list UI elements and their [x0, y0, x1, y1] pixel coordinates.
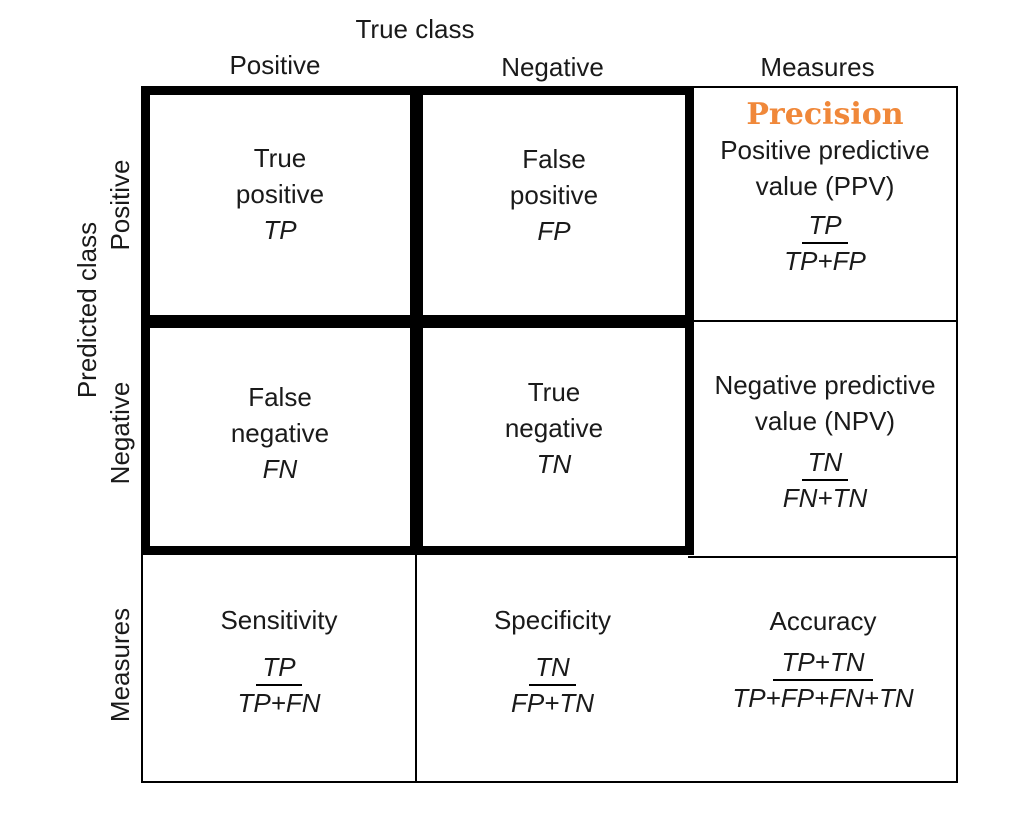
sensitivity-label: Sensitivity	[220, 605, 338, 635]
row-header-positive: Positive	[105, 159, 135, 251]
ppv-denominator: TP+FP	[784, 246, 866, 276]
accuracy-numerator: TP+TN	[773, 647, 873, 681]
cell-sensitivity: Sensitivity TP TP+FN	[143, 602, 415, 718]
sensitivity-formula: TP TP+FN	[237, 652, 320, 718]
specificity-denominator: FP+TN	[510, 688, 595, 718]
accuracy-formula: TP+TN TP+FP+FN+TN	[732, 647, 913, 713]
cell-false-positive: False positive FP	[423, 141, 685, 249]
grid-line-left-lower	[141, 550, 143, 783]
npv-formula: TN FN+TN	[783, 447, 868, 513]
sensitivity-denominator: TP+FN	[237, 688, 321, 718]
predicted-class-label: Predicted class	[72, 221, 102, 399]
cell-true-positive: True positive TP	[150, 140, 410, 248]
column-header-positive: Positive	[229, 50, 321, 80]
tp-line1: True	[253, 143, 307, 173]
row-header-negative: Negative	[105, 381, 135, 485]
grid-line-ppv-npv	[688, 320, 958, 322]
specificity-numerator: TN	[529, 652, 576, 686]
true-class-label: True class	[355, 14, 475, 44]
tp-abbr: TP	[263, 215, 297, 245]
fp-abbr: FP	[537, 216, 571, 246]
npv-denominator: FN+TN	[782, 483, 868, 513]
fn-line1: False	[248, 382, 312, 412]
accuracy-denominator: TP+FP+FN+TN	[732, 683, 914, 713]
fn-abbr: FN	[262, 454, 298, 484]
ppv-numerator: TP	[802, 210, 848, 244]
cell-specificity: Specificity TN FP+TN	[417, 602, 688, 718]
fn-line2: negative	[230, 418, 330, 448]
grid-line-measures-row	[688, 556, 958, 558]
column-header-negative: Negative	[501, 52, 604, 82]
accuracy-label: Accuracy	[769, 606, 877, 636]
cell-true-negative: True negative TN	[423, 374, 685, 482]
specificity-label: Specificity	[493, 605, 612, 635]
grid-line-right	[956, 86, 958, 783]
grid-line-top-right	[688, 86, 958, 88]
column-header-measures: Measures	[760, 52, 875, 82]
cell-npv: Negative predictive value (NPV) TN FN+TN	[694, 367, 956, 513]
tn-line2: negative	[504, 413, 604, 443]
grid-line-col2-lower	[415, 550, 417, 783]
precision-label: Precision	[746, 97, 904, 132]
row-header-measures: Measures	[105, 607, 135, 723]
tp-line2: positive	[235, 179, 325, 209]
tn-abbr: TN	[536, 449, 572, 479]
npv-line2: value (NPV)	[754, 406, 896, 436]
ppv-line1: Positive predictive	[720, 135, 930, 165]
fp-line1: False	[522, 144, 586, 174]
cell-false-negative: False negative FN	[150, 379, 410, 487]
fp-line2: positive	[509, 180, 599, 210]
grid-line-bottom	[141, 781, 958, 783]
sensitivity-numerator: TP	[256, 652, 302, 686]
npv-line1: Negative predictive	[714, 370, 936, 400]
specificity-formula: TN FP+TN	[511, 652, 594, 718]
ppv-formula: TP TP+FP	[784, 210, 866, 276]
tn-line1: True	[527, 377, 581, 407]
cell-accuracy: Accuracy TP+TN TP+FP+FN+TN	[690, 603, 956, 713]
ppv-line2: value (PPV)	[755, 171, 895, 201]
matrix-divider-horizontal	[141, 315, 694, 328]
cell-ppv: Precision Positive predictive value (PPV…	[694, 97, 956, 277]
npv-numerator: TN	[801, 447, 849, 481]
